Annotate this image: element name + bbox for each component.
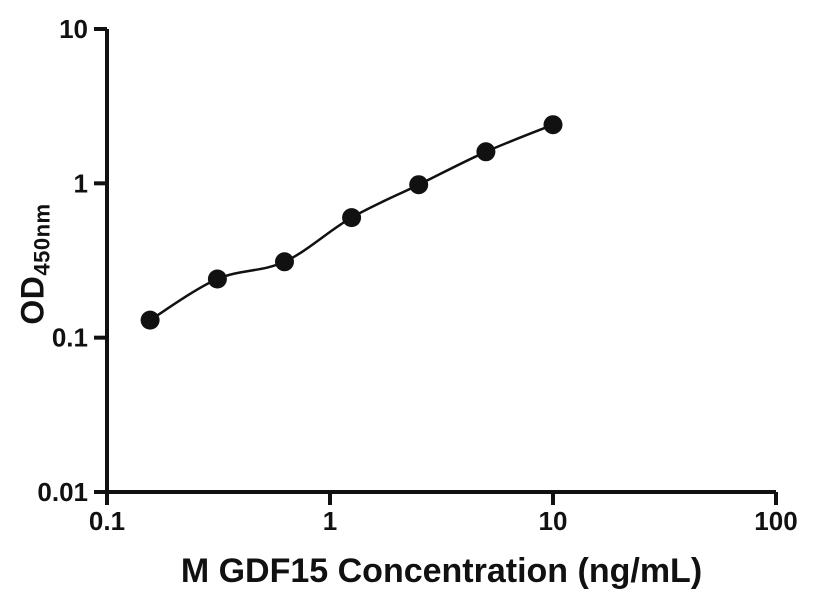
y-tick-label: 0.01 (37, 477, 88, 507)
axes-spines (105, 29, 776, 494)
y-tick-label: 0.1 (52, 323, 88, 353)
y-axis-title-subscript: 450nm (29, 203, 55, 276)
y-axis-title-main: OD (14, 275, 51, 325)
data-point-marker (409, 175, 429, 195)
data-point-marker (476, 142, 496, 162)
data-point-marker (140, 310, 160, 330)
x-axis-title: M GDF15 Concentration (ng/mL) (180, 552, 703, 590)
data-point-marker (275, 252, 294, 272)
data-point-marker (342, 208, 362, 228)
x-tick-label: 0.1 (89, 506, 125, 536)
x-tick-label: 100 (754, 506, 797, 536)
data-point-marker (543, 115, 563, 135)
x-tick-label: 10 (539, 506, 568, 536)
y-tick-label: 10 (59, 14, 88, 44)
y-tick-label: 1 (74, 168, 88, 198)
data-point-marker (207, 269, 227, 289)
x-tick-label: 1 (323, 506, 337, 536)
y-axis-title: OD450nm (14, 203, 55, 325)
